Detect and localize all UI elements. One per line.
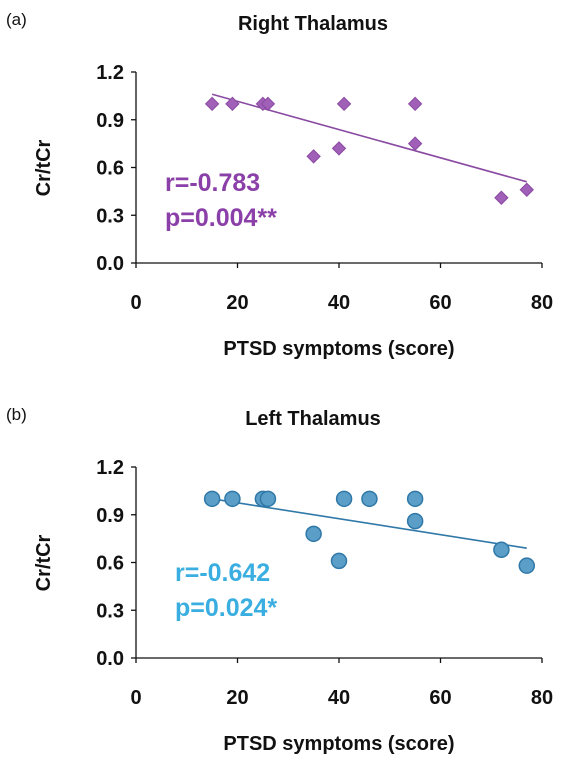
data-point <box>224 490 241 508</box>
scatter-chart-right-thalamus: (a) Right Thalamus 0.0 0.3 0.6 0.9 1.2 0 20 40 6… <box>6 10 553 360</box>
data-point <box>260 96 276 112</box>
plot-area: 0.0 0.3 0.6 0.9 1.2 0 20 40 60 80 <box>96 62 553 314</box>
y-tick-label: 0.0 <box>96 648 124 670</box>
x-tick-label: 20 <box>226 292 248 314</box>
data-point <box>493 541 510 559</box>
data-point <box>494 190 509 205</box>
data-point <box>306 149 321 164</box>
data-point <box>330 552 348 570</box>
x-tick-label: 40 <box>328 292 350 314</box>
y-tick-label: 0.9 <box>96 110 124 132</box>
correlation-r-annotation: r=-0.642 <box>175 559 270 587</box>
y-tick-label: 0.0 <box>96 253 124 275</box>
data-point <box>305 525 322 543</box>
data-point <box>361 490 378 508</box>
y-tick-label: 0.9 <box>96 505 124 527</box>
x-tick-label: 0 <box>130 687 141 709</box>
data-point <box>336 96 352 112</box>
p-value-annotation: p=0.004** <box>165 204 277 232</box>
data-point <box>331 141 347 156</box>
data-point <box>407 136 423 151</box>
data-point <box>519 182 534 197</box>
data-point <box>203 490 221 508</box>
x-tick-label: 80 <box>531 292 553 314</box>
x-axis-label: PTSD symptoms (score) <box>223 733 454 755</box>
panel-label: (a) <box>6 10 27 29</box>
data-point <box>518 557 536 574</box>
data-point <box>225 96 240 112</box>
data-point <box>406 490 424 508</box>
correlation-r-annotation: r=-0.783 <box>165 169 260 197</box>
data-point <box>407 96 423 112</box>
p-value-annotation: p=0.024* <box>175 594 277 622</box>
data-point <box>259 490 277 508</box>
chart-title: Left Thalamus <box>245 408 381 430</box>
panel-left-thalamus: (b) Left Thalamus 0.0 0.3 0.6 0.9 1.2 0 20 40 60… <box>0 395 566 775</box>
y-tick-label: 0.3 <box>96 600 124 622</box>
x-tick-label: 40 <box>328 687 350 709</box>
y-axis-label: Cr/tCr <box>33 534 55 591</box>
y-tick-label: 0.3 <box>96 205 124 227</box>
x-tick-label: 60 <box>429 292 451 314</box>
panel-label: (b) <box>6 405 27 424</box>
x-tick-label: 20 <box>226 687 248 709</box>
data-point <box>406 512 424 530</box>
x-tick-label: 0 <box>130 292 141 314</box>
data-point <box>204 96 220 112</box>
scatter-chart-left-thalamus: (b) Left Thalamus 0.0 0.3 0.6 0.9 1.2 0 20 40 60… <box>6 405 553 755</box>
x-axis-label: PTSD symptoms (score) <box>223 338 454 360</box>
y-tick-label: 1.2 <box>96 62 124 84</box>
y-tick-label: 0.6 <box>96 158 124 180</box>
y-tick-label: 1.2 <box>96 457 124 479</box>
y-tick-label: 0.6 <box>96 553 124 575</box>
plot-area: 0.0 0.3 0.6 0.9 1.2 0 20 40 60 80 <box>96 457 553 709</box>
x-tick-label: 60 <box>429 687 451 709</box>
trend-line <box>212 498 527 549</box>
chart-title: Right Thalamus <box>238 13 388 35</box>
y-axis-label: Cr/tCr <box>33 139 55 196</box>
x-tick-label: 80 <box>531 687 553 709</box>
data-point <box>335 490 353 508</box>
panel-right-thalamus: (a) Right Thalamus 0.0 0.3 0.6 0.9 1.2 0 20 40 6… <box>0 0 566 380</box>
